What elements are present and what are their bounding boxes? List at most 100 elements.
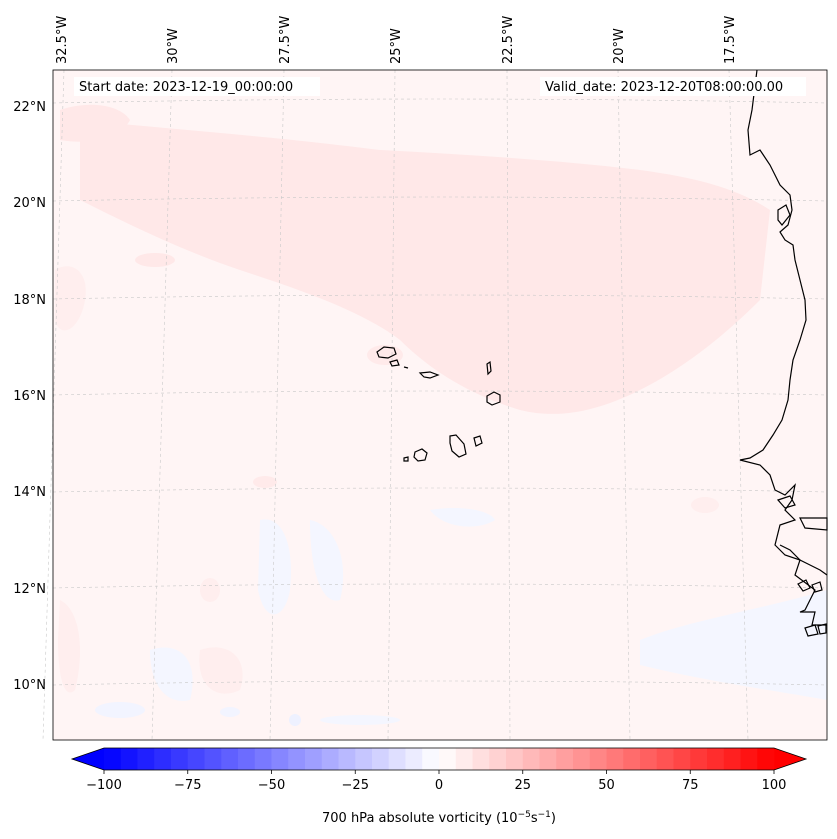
colorbar-segment	[455, 748, 473, 770]
colorbar-segment	[506, 748, 524, 770]
coastline-bijagos-1	[797, 579, 811, 592]
colorbar-tick-label: −50	[258, 778, 285, 793]
coastline-guinea-bissau	[779, 544, 828, 576]
colorbar-segments	[104, 748, 775, 770]
island-brava	[403, 456, 409, 462]
colorbar-segment	[723, 748, 741, 770]
negative-vorticity-patch-1	[258, 519, 291, 615]
valid-date-text: Valid_date: 2023-12-20T08:00:00.00	[545, 80, 783, 95]
lon-tick-label: 30°W	[166, 28, 181, 64]
gridline-lat-12	[52, 583, 828, 589]
colorbar-segment	[673, 748, 691, 770]
colorbar-segment	[707, 748, 725, 770]
map-panel: Start date: 2023-12-19_00:00:00 Valid_da…	[42, 69, 828, 741]
island-sao-vicente	[389, 359, 400, 367]
island-sal	[486, 360, 492, 376]
colorbar-segment	[171, 748, 189, 770]
positive-vorticity-patch-lower	[58, 600, 80, 693]
island-maio	[473, 435, 483, 447]
gridline-lat-18	[52, 294, 828, 300]
gridline-lat-16	[52, 390, 828, 396]
colorbar-segment	[321, 748, 339, 770]
start-date-text: Start date: 2023-12-19_00:00:00	[79, 80, 293, 95]
gridline-lat-20	[52, 196, 828, 202]
colorbar-segment	[104, 748, 122, 770]
island-sao-nicolau	[418, 371, 440, 379]
colorbar-segment	[573, 748, 591, 770]
colorbar-segment	[405, 748, 423, 770]
latitude-tick-labels: 22°N 20°N 18°N 16°N 14°N 12°N 10°N	[13, 100, 46, 693]
lat-tick-label: 22°N	[13, 100, 46, 115]
lat-tick-label: 12°N	[13, 582, 46, 597]
negative-vorticity-patch-2	[310, 520, 344, 601]
gridline-lon-17-5	[728, 69, 749, 741]
gridline-lon-22-5	[506, 69, 511, 741]
positive-vorticity-patch-upper	[60, 104, 130, 142]
positive-vorticity-patch-south	[199, 647, 243, 694]
colorbar-segment	[589, 748, 607, 770]
colorbar-segment	[388, 748, 406, 770]
gridline-lon-30	[151, 69, 173, 741]
colorbar-segment	[137, 748, 155, 770]
positive-vorticity-blob-1	[253, 476, 277, 488]
colorbar-max-extend-triangle	[774, 748, 806, 770]
colorbar-segment	[556, 748, 574, 770]
colorbar-segment	[305, 748, 323, 770]
negative-vorticity-blob-1	[95, 702, 145, 718]
map-frame	[52, 69, 828, 741]
colorbar-segment	[254, 748, 272, 770]
colorbar-segment	[522, 748, 540, 770]
colorbar: −100 −75 −50 −25 0 25 50 75 100 700 hPa absolute…	[70, 747, 808, 826]
longitude-tick-labels: 32.5°W 30°W 27.5°W 25°W 22.5°W 20°W 17.5…	[55, 16, 738, 64]
colorbar-segment	[422, 748, 440, 770]
island-santiago	[449, 434, 467, 458]
colorbar-segment	[355, 748, 373, 770]
colorbar-segment	[221, 748, 239, 770]
lon-tick-label: 27.5°W	[278, 16, 293, 64]
negative-vorticity-blob-3	[220, 707, 240, 717]
colorbar-segment	[439, 748, 457, 770]
gridline-lat-14	[52, 487, 828, 493]
coastline-mauritania-senegal	[739, 69, 827, 626]
colorbar-segment	[154, 748, 172, 770]
colorbar-tick-label: 0	[435, 778, 443, 793]
colorbar-segment	[757, 748, 775, 770]
colorbar-segment	[271, 748, 289, 770]
colorbar-segment	[489, 748, 507, 770]
lat-tick-label: 20°N	[13, 196, 46, 211]
colorbar-segment	[640, 748, 658, 770]
island-boa-vista	[486, 391, 501, 406]
negative-vorticity-blob-2	[289, 714, 301, 726]
header-valid-date-box	[540, 77, 806, 96]
gridline-lon-27-5	[269, 69, 285, 741]
gridline-lat-22	[52, 98, 828, 104]
colorbar-tick-label: 50	[598, 778, 615, 793]
coastline-cap-blanc	[777, 204, 791, 226]
colorbar-tick-label: −75	[174, 778, 201, 793]
colorbar-segment	[204, 748, 222, 770]
lon-tick-label: 22.5°W	[501, 16, 516, 64]
colorbar-label: 700 hPa absolute vorticity (10−5s−1)	[322, 810, 556, 826]
colorbar-segment	[740, 748, 758, 770]
coastline-bijagos-2	[811, 581, 823, 593]
gridline-lat-10	[52, 680, 828, 686]
map-gridlines	[42, 69, 828, 741]
coastline-gambia-inlet	[776, 495, 796, 509]
colorbar-tick-label: −100	[86, 778, 122, 793]
lon-tick-label: 32.5°W	[55, 16, 70, 64]
lat-tick-label: 18°N	[13, 293, 46, 308]
negative-vorticity-patch-5	[150, 647, 193, 701]
island-santa-luzia	[403, 366, 409, 369]
cape-verde-islands	[376, 346, 501, 462]
colorbar-segment	[338, 748, 356, 770]
coastline-bijagos-3	[804, 624, 819, 637]
gridline-lon-32-5	[42, 69, 65, 741]
island-fogo	[413, 448, 428, 462]
lat-tick-label: 10°N	[13, 678, 46, 693]
colorbar-tick-label: 25	[514, 778, 531, 793]
colorbar-segment	[623, 748, 641, 770]
colorbar-segment	[372, 748, 390, 770]
lon-tick-label: 25°W	[389, 28, 404, 64]
colorbar-segment	[606, 748, 624, 770]
